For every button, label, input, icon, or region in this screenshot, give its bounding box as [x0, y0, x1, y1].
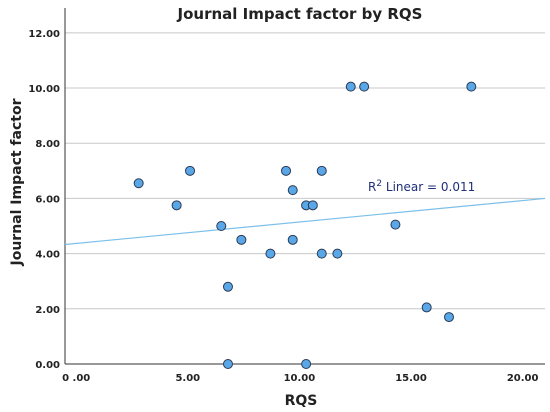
y-tick-label: 10.00 — [28, 84, 60, 95]
r-squared-text: Linear = 0.011 — [382, 180, 475, 194]
x-tick-labels: 0 .00 5.00 10.00 15.00 20.00 — [62, 373, 538, 384]
y-tick-label: 8.00 — [35, 139, 60, 150]
data-point — [222, 281, 233, 292]
data-point — [444, 312, 454, 323]
x-tick-label: 15.00 — [395, 373, 427, 384]
data-point — [216, 221, 227, 232]
data-point — [281, 165, 292, 176]
chart-title: Journal Impact factor by RQS — [177, 5, 423, 23]
r-squared-prefix: R — [368, 180, 376, 194]
data-point — [287, 185, 298, 196]
x-tick-label: 5.00 — [175, 373, 200, 384]
data-point — [171, 200, 182, 211]
data-point — [236, 234, 247, 245]
y-tick-label: 2.00 — [35, 305, 60, 316]
y-tick-label: 0.00 — [35, 360, 60, 371]
data-point — [301, 359, 312, 369]
r-squared-superscript: 2 — [376, 179, 382, 189]
y-tick-labels: 0.00 2.00 4.00 6.00 8.00 10.00 12.00 — [28, 29, 60, 371]
data-point — [265, 248, 276, 259]
data-points — [133, 81, 477, 369]
data-point — [466, 81, 477, 92]
y-tick-label: 6.00 — [35, 194, 60, 205]
data-point — [359, 81, 370, 92]
y-tick-label: 12.00 — [28, 29, 60, 40]
data-point — [421, 302, 432, 313]
data-point — [390, 219, 401, 230]
data-point — [133, 178, 144, 189]
x-tick-label: 0 .00 — [62, 373, 90, 384]
data-point — [287, 234, 298, 245]
data-point — [185, 165, 196, 176]
data-point — [332, 248, 343, 259]
data-point — [345, 81, 356, 92]
y-tick-label: 4.00 — [35, 250, 60, 261]
x-axis-title: RQS — [285, 393, 318, 409]
grid-lines — [65, 32, 545, 310]
y-axis-title: Journal Impact factor — [9, 98, 25, 266]
r-squared-annotation: R2 Linear = 0.011 — [368, 179, 475, 194]
data-point — [222, 359, 233, 369]
x-tick-label: 20.00 — [507, 373, 539, 384]
data-point — [307, 200, 318, 211]
linear-fit-line — [64, 197, 546, 246]
data-point — [316, 165, 327, 176]
x-tick-label: 10.00 — [284, 373, 316, 384]
data-point — [316, 248, 327, 259]
